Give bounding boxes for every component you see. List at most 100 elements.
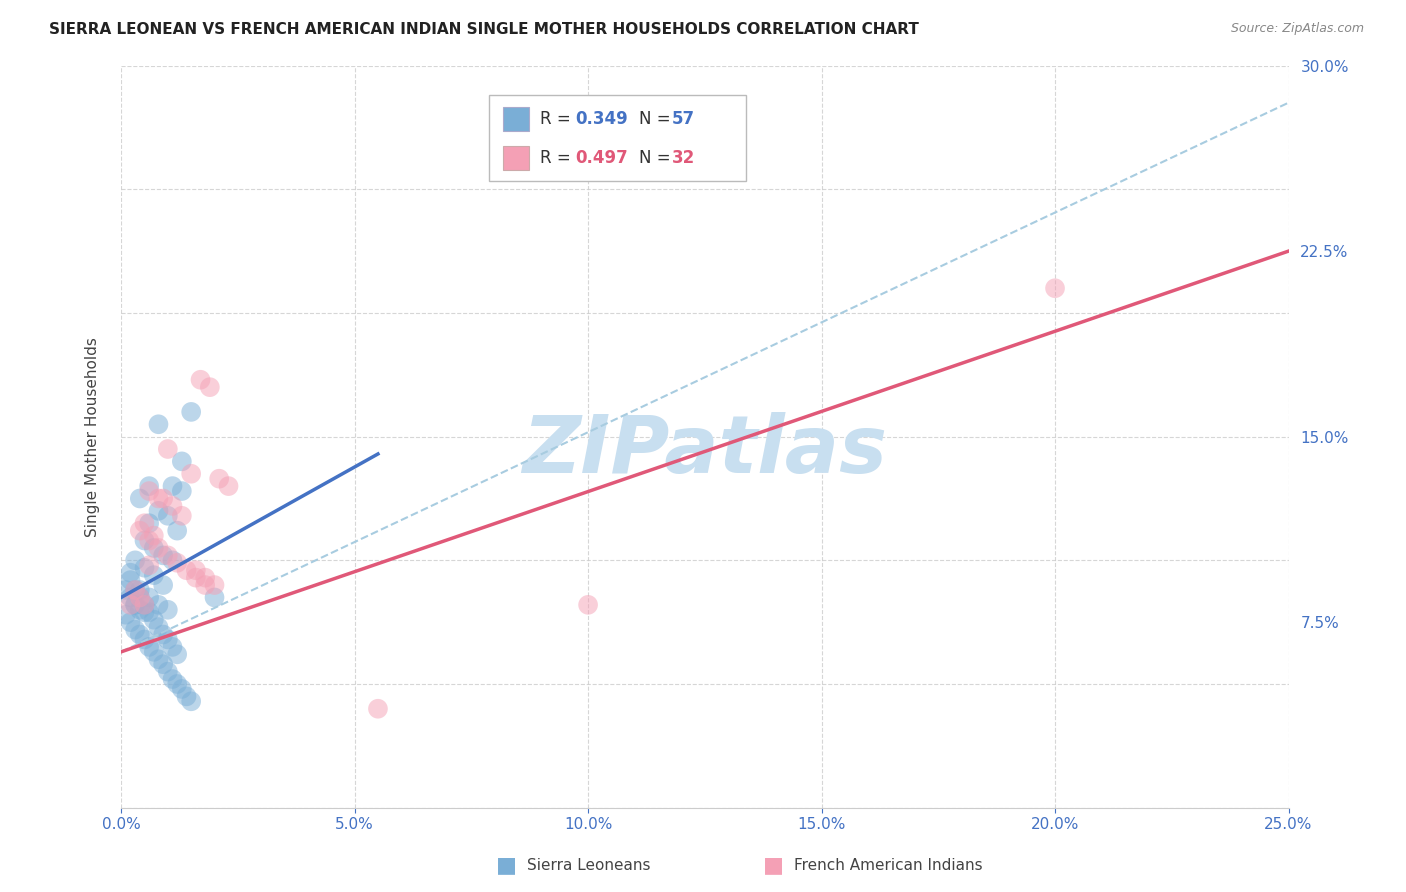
Point <box>194 578 217 592</box>
Point <box>176 563 198 577</box>
Point <box>176 690 198 704</box>
FancyBboxPatch shape <box>489 95 745 180</box>
Point <box>156 549 179 563</box>
Point <box>134 560 156 574</box>
Point <box>148 620 170 634</box>
Point <box>148 652 170 666</box>
Point <box>134 598 156 612</box>
Point <box>152 549 174 563</box>
Point <box>128 591 150 605</box>
Point <box>152 578 174 592</box>
Point <box>180 467 202 481</box>
Point <box>134 598 156 612</box>
Text: Source: ZipAtlas.com: Source: ZipAtlas.com <box>1230 22 1364 36</box>
Point <box>138 516 160 531</box>
Point <box>128 591 150 605</box>
Point <box>148 417 170 432</box>
Point <box>170 508 193 523</box>
Point <box>124 582 146 597</box>
Point <box>128 603 150 617</box>
Point <box>148 541 170 555</box>
Text: N =: N = <box>640 111 676 128</box>
Point <box>134 516 156 531</box>
Text: 0.497: 0.497 <box>575 149 628 167</box>
Point <box>138 640 160 654</box>
Point <box>128 582 150 597</box>
Point <box>152 627 174 641</box>
Point <box>170 484 193 499</box>
Point <box>138 479 160 493</box>
Point <box>128 491 150 506</box>
Point <box>124 553 146 567</box>
Point <box>166 556 188 570</box>
Point <box>142 541 165 555</box>
Point <box>148 598 170 612</box>
Point <box>148 504 170 518</box>
Point <box>204 591 226 605</box>
Point <box>180 694 202 708</box>
Point <box>120 573 142 587</box>
Bar <box>503 145 529 169</box>
Text: 32: 32 <box>672 149 696 167</box>
Text: French American Indians: French American Indians <box>794 858 983 872</box>
Point <box>1043 281 1066 295</box>
Point <box>152 657 174 672</box>
Point <box>166 524 188 538</box>
Point <box>156 632 179 647</box>
Text: R =: R = <box>540 111 576 128</box>
Point <box>156 442 179 456</box>
Point <box>120 598 142 612</box>
Point <box>120 615 142 629</box>
Text: N =: N = <box>640 149 676 167</box>
Point <box>204 578 226 592</box>
Point <box>120 591 142 605</box>
Y-axis label: Single Mother Households: Single Mother Households <box>86 336 100 537</box>
Text: ■: ■ <box>763 855 783 875</box>
Point <box>184 571 207 585</box>
Point <box>162 672 184 686</box>
Point <box>124 623 146 637</box>
Point <box>162 640 184 654</box>
Text: 0.349: 0.349 <box>575 111 628 128</box>
Point <box>148 491 170 506</box>
Text: ■: ■ <box>496 855 516 875</box>
Point <box>134 632 156 647</box>
Point <box>114 582 136 597</box>
Point <box>170 681 193 696</box>
Point <box>156 665 179 679</box>
Point <box>124 582 146 597</box>
Point <box>138 484 160 499</box>
Text: ZIPatlas: ZIPatlas <box>522 412 887 491</box>
Point <box>156 603 179 617</box>
Point <box>152 491 174 506</box>
Text: Sierra Leoneans: Sierra Leoneans <box>527 858 651 872</box>
Point <box>138 533 160 548</box>
Point <box>180 405 202 419</box>
Point <box>142 613 165 627</box>
Point <box>170 454 193 468</box>
Point <box>162 499 184 513</box>
Point <box>162 553 184 567</box>
Point <box>142 528 165 542</box>
Point <box>114 607 136 622</box>
Point <box>198 380 221 394</box>
Point <box>156 508 179 523</box>
Point <box>166 677 188 691</box>
Point <box>138 558 160 573</box>
Point <box>134 605 156 619</box>
Point <box>138 591 160 605</box>
Point <box>138 605 160 619</box>
Bar <box>503 107 529 131</box>
Point <box>134 533 156 548</box>
Point <box>120 566 142 580</box>
Point <box>162 479 184 493</box>
Text: 57: 57 <box>672 111 695 128</box>
Point <box>142 645 165 659</box>
Point <box>166 648 188 662</box>
Point <box>124 598 146 612</box>
Point <box>190 373 212 387</box>
Point <box>367 702 389 716</box>
Text: SIERRA LEONEAN VS FRENCH AMERICAN INDIAN SINGLE MOTHER HOUSEHOLDS CORRELATION CH: SIERRA LEONEAN VS FRENCH AMERICAN INDIAN… <box>49 22 920 37</box>
Point <box>184 563 207 577</box>
Point <box>142 568 165 582</box>
